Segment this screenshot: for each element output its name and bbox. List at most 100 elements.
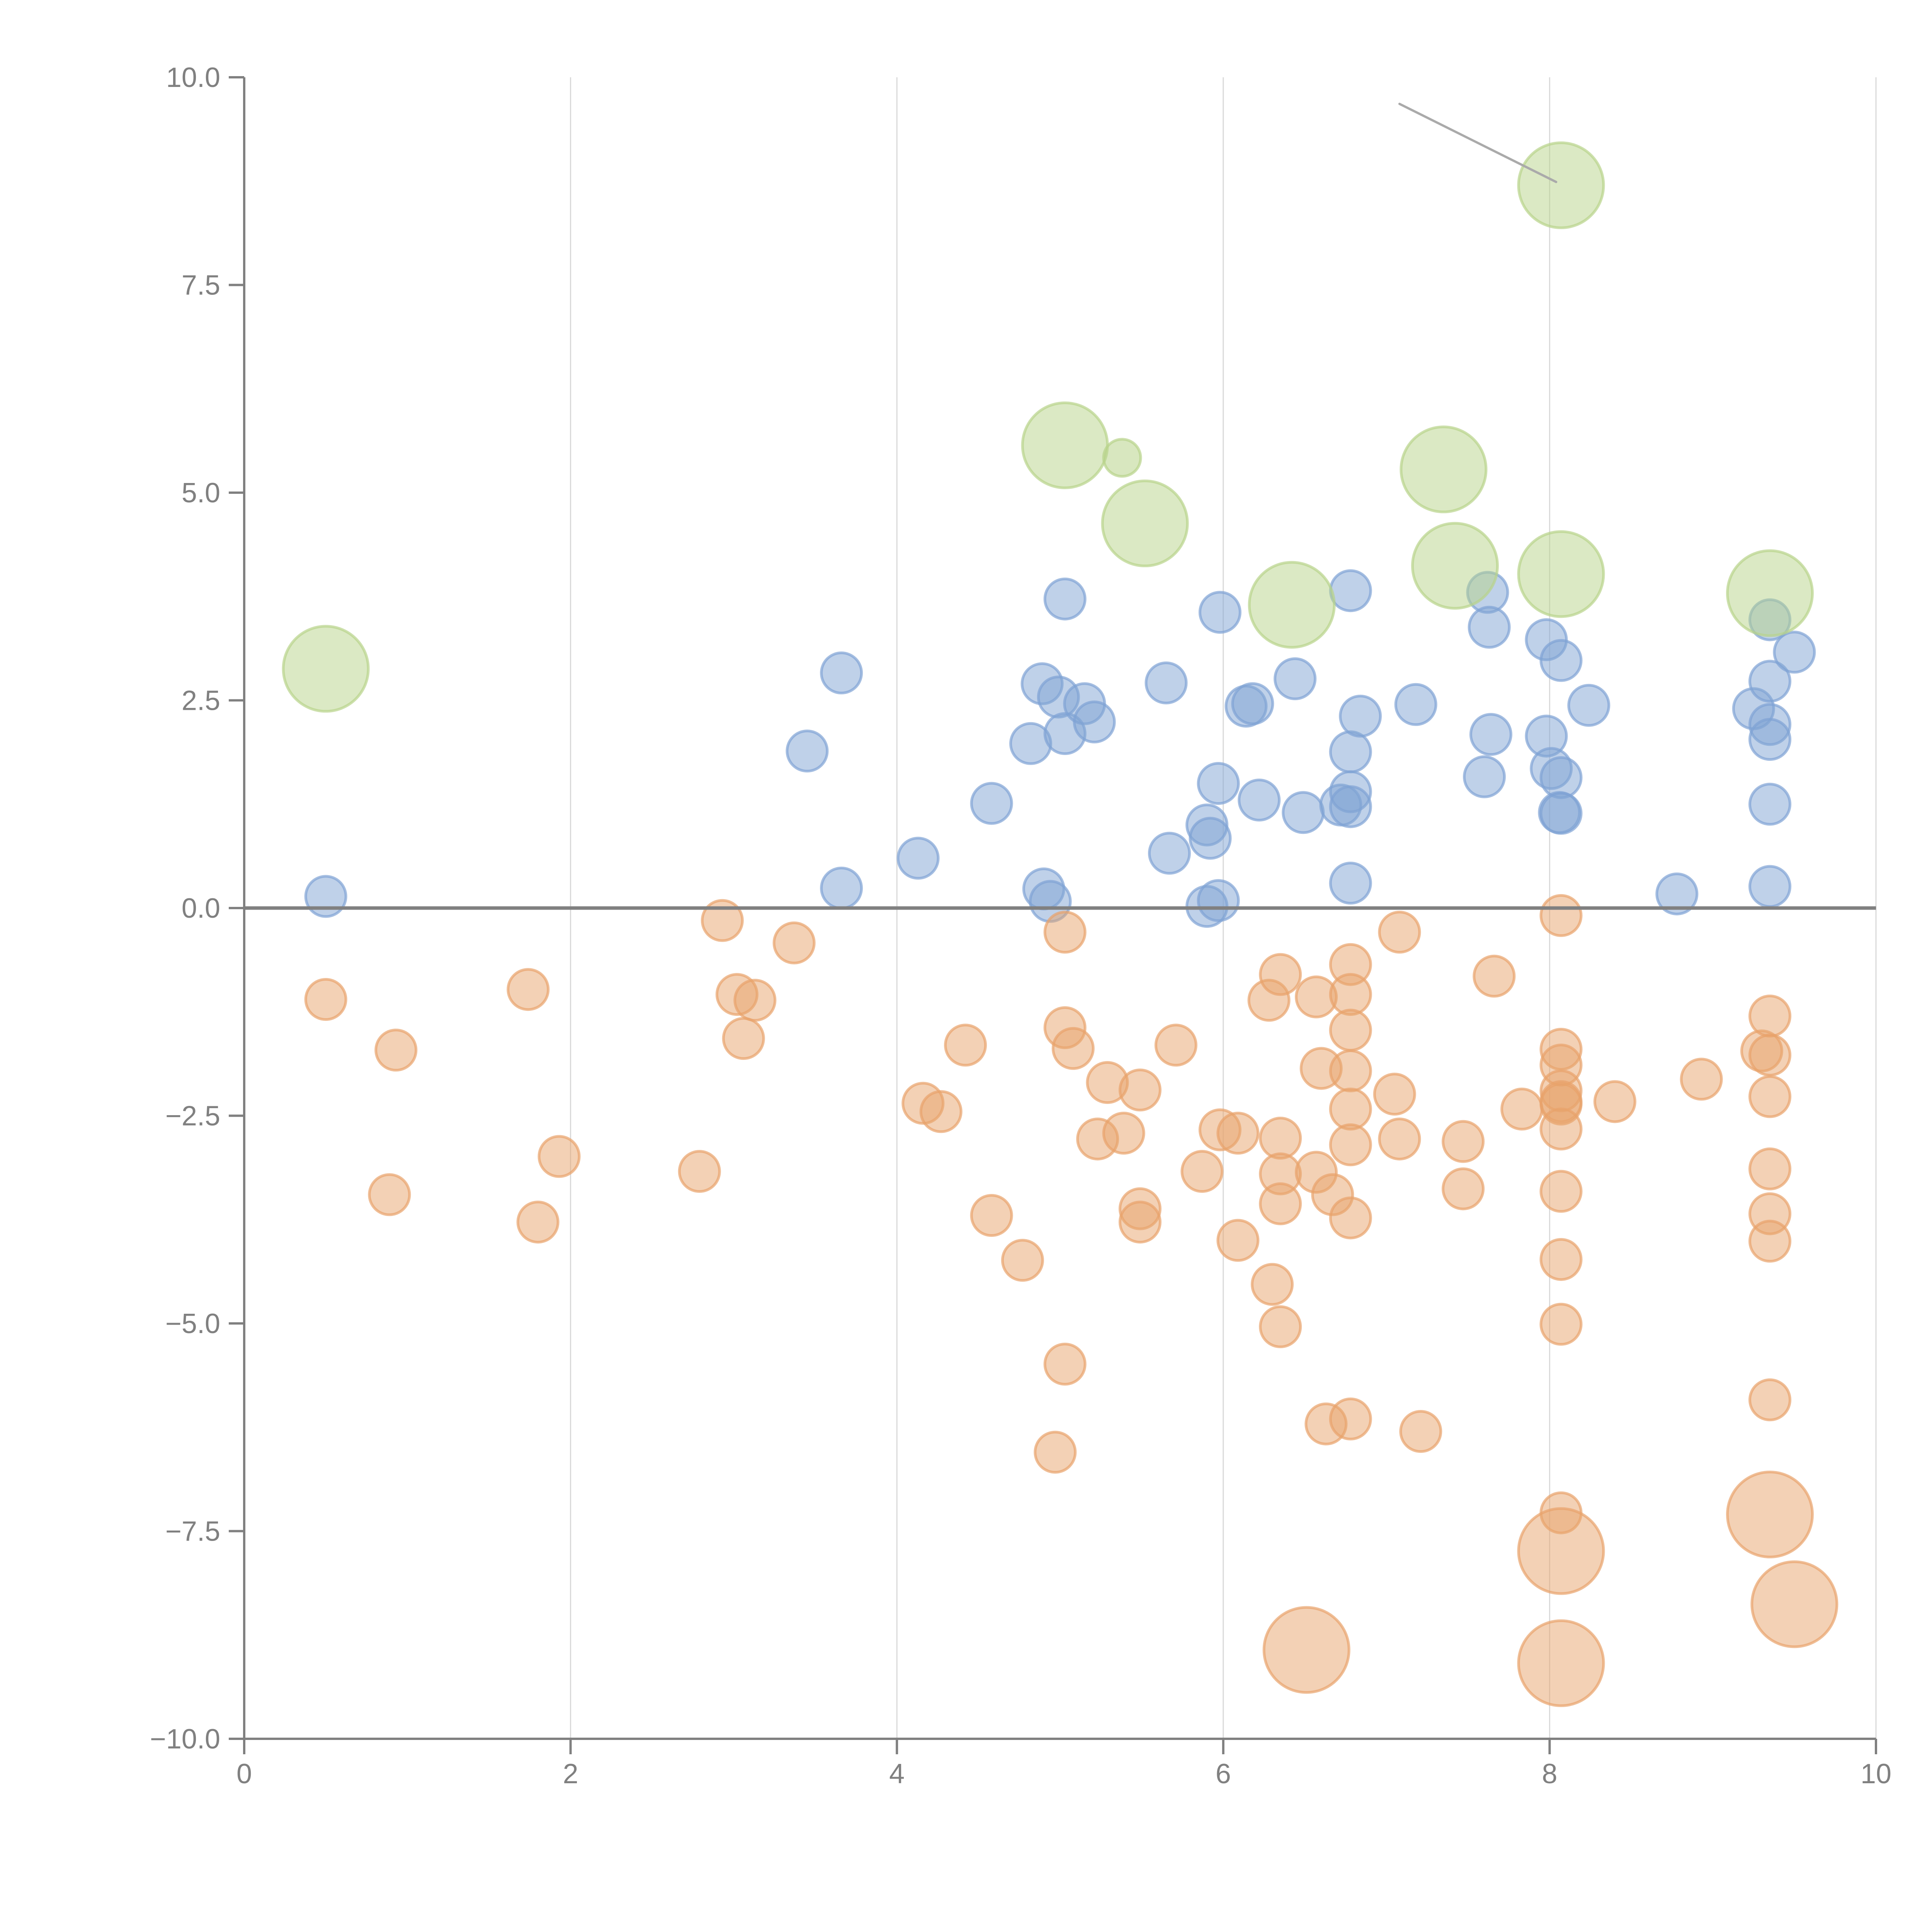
data-point <box>1259 953 1302 996</box>
data-point <box>1539 1303 1583 1346</box>
data-point <box>1442 1167 1485 1211</box>
y-tick-label: −10.0 <box>150 1724 220 1755</box>
data-point <box>1748 1034 1792 1077</box>
data-point <box>516 1201 560 1244</box>
data-point <box>1180 1150 1224 1193</box>
data-point <box>374 1029 418 1072</box>
data-point <box>1043 1342 1087 1386</box>
data-point <box>1593 1080 1636 1123</box>
data-point <box>1329 862 1372 905</box>
data-point <box>1073 700 1116 743</box>
x-tick-label: 0 <box>236 1759 252 1789</box>
data-point <box>1216 1112 1260 1155</box>
data-point <box>1748 1219 1792 1263</box>
x-axis-ticks: 0 2 4 6 8 10 <box>236 1739 1891 1789</box>
data-point <box>1034 1430 1077 1474</box>
data-point <box>1378 910 1421 954</box>
data-point <box>1773 631 1816 674</box>
data-point <box>1442 1120 1485 1163</box>
data-point <box>772 921 816 964</box>
data-point <box>1539 894 1583 937</box>
data-point <box>1148 832 1191 875</box>
data-point <box>1259 1305 1302 1349</box>
y-tick-label: −2.5 <box>165 1101 220 1132</box>
data-point <box>1248 561 1336 649</box>
data-point <box>1748 782 1792 826</box>
y-tick-label: 5.0 <box>182 478 220 509</box>
data-point <box>1250 1263 1294 1306</box>
data-point <box>1329 730 1372 774</box>
data-point <box>1517 530 1605 618</box>
y-tick-label: −5.0 <box>165 1308 220 1339</box>
x-tick-label: 6 <box>1216 1759 1231 1789</box>
data-point <box>722 1017 765 1060</box>
data-point <box>1726 1471 1814 1558</box>
data-point <box>1043 577 1087 621</box>
data-point <box>1539 639 1583 682</box>
data-point <box>1339 694 1382 738</box>
data-point <box>1329 1196 1372 1240</box>
data-point <box>1748 995 1792 1037</box>
data-point <box>1329 785 1372 828</box>
data-point <box>1282 791 1325 834</box>
data-point <box>1329 973 1372 1016</box>
y-tick-label: 2.5 <box>182 685 220 716</box>
data-point <box>1750 1560 1838 1648</box>
data-point <box>1748 660 1792 703</box>
data-point <box>507 968 550 1011</box>
data-point <box>896 837 940 880</box>
data-point <box>282 625 370 713</box>
data-point <box>733 979 777 1022</box>
data-point <box>537 1135 581 1178</box>
data-point <box>1567 684 1611 727</box>
data-point <box>786 730 829 773</box>
data-point <box>1468 605 1511 649</box>
x-tick-label: 8 <box>1542 1759 1557 1789</box>
data-point <box>1539 1107 1583 1151</box>
data-point <box>944 1024 987 1067</box>
data-point <box>1101 480 1189 568</box>
annotation-leader-line <box>1398 102 1558 183</box>
data-point <box>1118 1201 1162 1244</box>
data-point <box>1197 762 1240 805</box>
data-point <box>1539 1238 1583 1281</box>
data-point <box>1118 1068 1162 1112</box>
data-point <box>1400 425 1488 514</box>
y-tick-label: 10.0 <box>166 62 220 93</box>
x-tick-label: 2 <box>563 1759 578 1789</box>
data-point <box>1145 661 1188 704</box>
data-point <box>701 899 744 942</box>
data-points <box>282 141 1838 1707</box>
data-point <box>1216 1219 1260 1262</box>
data-point <box>1539 792 1583 835</box>
data-point <box>1001 1239 1044 1282</box>
y-tick-label: 0.0 <box>182 893 220 924</box>
data-point <box>1259 1182 1302 1225</box>
data-point <box>919 1090 963 1133</box>
data-point <box>1517 141 1605 229</box>
data-point <box>1197 879 1240 922</box>
x-tick-label: 4 <box>889 1759 905 1789</box>
y-axis-ticks: 10.0 7.5 5.0 2.5 0.0 −2.5 −5.0 −7.5 −10.0 <box>150 62 244 1755</box>
data-point <box>1463 755 1506 798</box>
data-point <box>820 866 863 910</box>
data-point <box>1517 1619 1605 1707</box>
data-point <box>1329 1087 1372 1131</box>
data-point <box>1748 865 1792 908</box>
data-point <box>1274 657 1317 701</box>
data-point <box>820 651 863 695</box>
data-point <box>1517 1507 1605 1595</box>
data-point <box>1329 1123 1372 1167</box>
data-point <box>1102 438 1142 478</box>
data-point <box>1539 1170 1583 1213</box>
data-point <box>1021 401 1109 489</box>
data-point <box>1198 591 1242 634</box>
data-point <box>1262 1606 1350 1694</box>
data-point <box>1469 713 1512 756</box>
data-point <box>1748 718 1792 761</box>
data-point <box>1102 1112 1145 1155</box>
x-tick-label: 10 <box>1861 1759 1891 1789</box>
data-point <box>1043 910 1087 954</box>
y-tick-label: 7.5 <box>182 270 220 301</box>
